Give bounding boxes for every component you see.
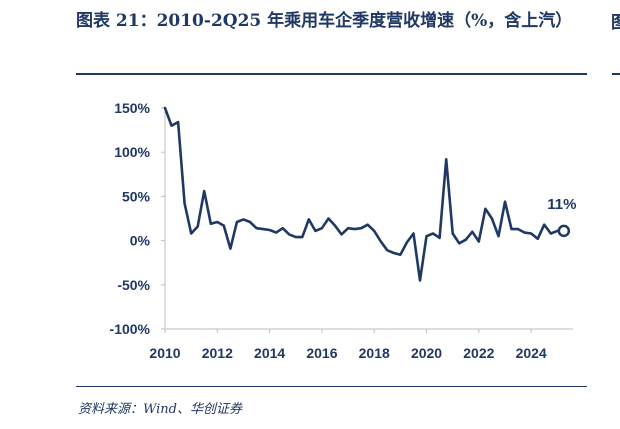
x-tick-label: 2024 (516, 345, 547, 361)
end-point-marker (557, 224, 571, 238)
x-tick-label: 2020 (411, 345, 442, 361)
y-tick-label: 100% (114, 144, 150, 160)
chart-title: 图表 21：2010-2Q25 年乘用车企季度营收增速（%，含上汽） (76, 11, 573, 31)
series-line-0 (163, 106, 566, 282)
x-tick-label: 2022 (463, 345, 494, 361)
x-tick-label: 2018 (359, 345, 390, 361)
source-divider (76, 386, 587, 387)
source-note: 资料来源：Wind、华创证券 (78, 402, 242, 417)
x-tick-label: 2014 (254, 345, 285, 361)
next-panel-underline (612, 73, 620, 75)
next-panel-title-fragment: 图 (611, 13, 620, 33)
y-tick-label: 50% (122, 188, 151, 204)
y-tick-label: 0% (130, 233, 151, 249)
x-tick-label: 2010 (149, 345, 180, 361)
end-point-label: 11% (547, 196, 576, 213)
x-tick-label: 2016 (306, 345, 337, 361)
y-tick-label: -50% (117, 277, 150, 293)
x-tick-label: 2012 (202, 345, 233, 361)
title-underline (76, 73, 587, 75)
y-tick-label: 150% (114, 100, 150, 116)
y-tick-label: -100% (110, 321, 151, 337)
